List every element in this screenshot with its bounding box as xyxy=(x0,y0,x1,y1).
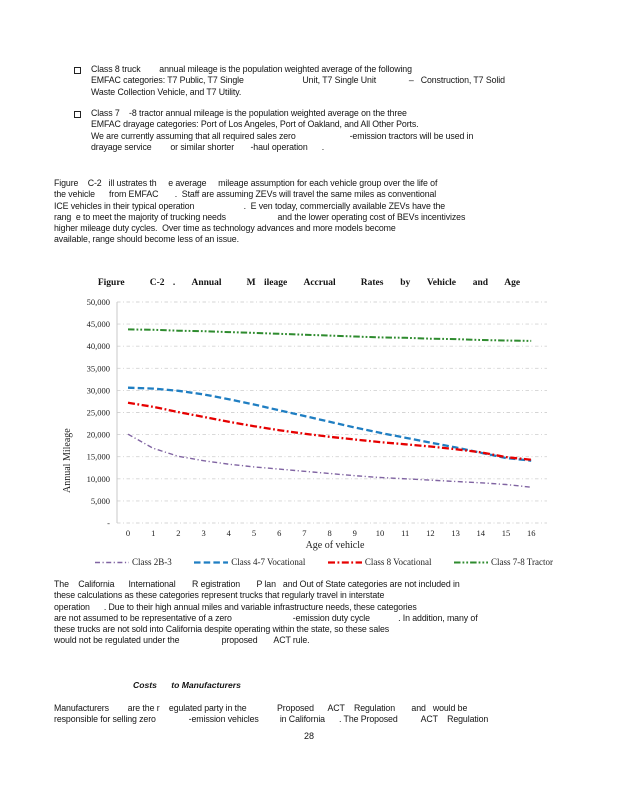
text-line: responsible for selling zero -emission v… xyxy=(54,714,489,725)
y-axis-tick-label: 35,000 xyxy=(87,363,110,373)
text-line: available, range should become less of a… xyxy=(54,234,239,245)
text-line: higher mileage duty cycles. Over time as… xyxy=(54,223,396,234)
x-axis-tick-label: 0 xyxy=(126,528,130,538)
x-axis-tick-label: 2 xyxy=(176,528,180,538)
x-axis-tick-label: 8 xyxy=(327,528,331,538)
text-line: ICE vehicles in their typical operation … xyxy=(54,200,446,211)
x-axis-tick-label: 16 xyxy=(527,528,536,538)
legend-line-sample-icon xyxy=(95,561,129,563)
text-line: We are currently assuming that all requi… xyxy=(91,130,474,141)
text-line: EMFAC categories: T7 Public, T7 Single U… xyxy=(91,75,505,86)
section-heading-costs-to-manufacturers: Costs to Manufacturers xyxy=(133,680,241,690)
series-line-class-8-vocational xyxy=(127,401,532,461)
legend-label: Class 7-8 Tractor xyxy=(490,557,553,567)
text-line: Figure C-2 ill ustrates th e average mil… xyxy=(54,178,438,188)
x-axis-tick-label: 1 xyxy=(151,528,155,538)
y-axis-tick-label: 25,000 xyxy=(87,408,110,418)
legend-item: Class 7-8 Tractor xyxy=(453,557,553,567)
text-line: Class 7 -8 tractor annual mileage is the… xyxy=(91,108,407,118)
text-line: drayage service or similar shorter -haul… xyxy=(91,141,325,152)
y-axis-tick-label: 5,000 xyxy=(91,496,110,506)
chart-legend: Class 2B-3 Class 4-7 Vocational Class 8 Vo… xyxy=(95,557,553,567)
legend-line-sample-icon xyxy=(194,560,229,564)
legend-line-sample-icon xyxy=(327,560,362,564)
x-axis-tick-label: 4 xyxy=(227,528,232,538)
text-line: rang e to meet the majority of trucking … xyxy=(54,211,466,222)
legend-label: Class 2B-3 xyxy=(132,557,172,567)
y-axis-tick-label: 10,000 xyxy=(87,474,110,484)
text-line: are not assumed to be representative of … xyxy=(54,612,478,623)
y-axis-tick-label: - xyxy=(107,518,110,528)
y-axis-tick-label: 15,000 xyxy=(87,452,110,462)
text-line: EMFAC drayage categories: Port of Los An… xyxy=(91,119,419,130)
text-line: these calculations as these categories r… xyxy=(54,590,385,601)
text-line: operation . Due to their high annual mil… xyxy=(54,601,417,612)
bullet-text: Class 8 truck annual mileage is the popu… xyxy=(91,64,505,98)
paragraph-figure-intro: Figure C-2 ill ustrates th e average mil… xyxy=(54,178,465,246)
y-axis-tick-label: 45,000 xyxy=(87,319,110,329)
legend-item: Class 8 Vocational xyxy=(327,557,432,567)
text-line: The California International R egistrati… xyxy=(54,579,460,589)
x-axis-tick-label: 13 xyxy=(451,528,460,538)
page-number: 28 xyxy=(303,731,314,741)
x-axis-tick-label: 9 xyxy=(353,528,357,538)
text-line: Class 8 truck annual mileage is the popu… xyxy=(91,64,412,74)
bullet-text: Class 7 -8 tractor annual mileage is the… xyxy=(91,108,473,153)
square-bullet-icon xyxy=(74,110,81,118)
x-axis-tick-label: 14 xyxy=(477,528,486,538)
text-line: these trucks are not sold into Californi… xyxy=(54,624,390,635)
series-line-class-4-7-vocational xyxy=(127,386,532,462)
legend-item: Class 4-7 Vocational xyxy=(194,557,305,567)
text-line: the vehicle from EMFAC . Staff are assum… xyxy=(54,189,437,200)
x-axis-tick-label: 10 xyxy=(376,528,385,538)
x-axis-tick-label: 3 xyxy=(201,528,205,538)
paragraph-irp: The California International R egistrati… xyxy=(54,579,478,647)
x-axis-tick-label: 5 xyxy=(252,528,256,538)
y-axis-tick-label: 40,000 xyxy=(87,341,110,351)
x-axis-tick-label: 12 xyxy=(426,528,435,538)
legend-label: Class 4-7 Vocational xyxy=(231,557,306,567)
x-axis-tick-label: 15 xyxy=(502,528,511,538)
y-axis-tick-label: 20,000 xyxy=(87,430,110,440)
chart-x-axis-title: Age of vehicle xyxy=(305,540,365,551)
figure-title: Figure C-2 . Annual M ileage Accrual Rat… xyxy=(97,278,521,288)
legend-item: Class 2B-3 xyxy=(95,557,172,567)
x-axis-tick-label: 7 xyxy=(302,528,306,538)
text-line: Waste Collection Vehicle, and T7 Utility… xyxy=(91,86,242,97)
paragraph-manufacturers: Manufacturers are the r egulated party i… xyxy=(54,703,488,726)
y-axis-tick-label: 50,000 xyxy=(87,297,110,307)
mileage-chart: - 5,000 10,000 15,000 20,000 25,000 30,000 35,0… xyxy=(87,297,547,538)
y-axis-tick-label: 30,000 xyxy=(87,385,110,395)
bullet-item-class78-tractor: Class 7 -8 tractor annual mileage is the… xyxy=(74,108,473,153)
text-line: would not be regulated under the propose… xyxy=(54,635,310,646)
x-axis-tick-label: 6 xyxy=(277,528,281,538)
square-bullet-icon xyxy=(74,66,81,74)
x-axis-tick-label: 11 xyxy=(401,528,409,538)
bullet-item-class8-truck: Class 8 truck annual mileage is the popu… xyxy=(74,64,505,98)
legend-line-sample-icon xyxy=(453,561,488,563)
legend-label: Class 8 Vocational xyxy=(364,557,432,567)
text-line: Manufacturers are the r egulated party i… xyxy=(54,703,468,713)
series-line-class-7-8-tractor xyxy=(127,328,532,342)
